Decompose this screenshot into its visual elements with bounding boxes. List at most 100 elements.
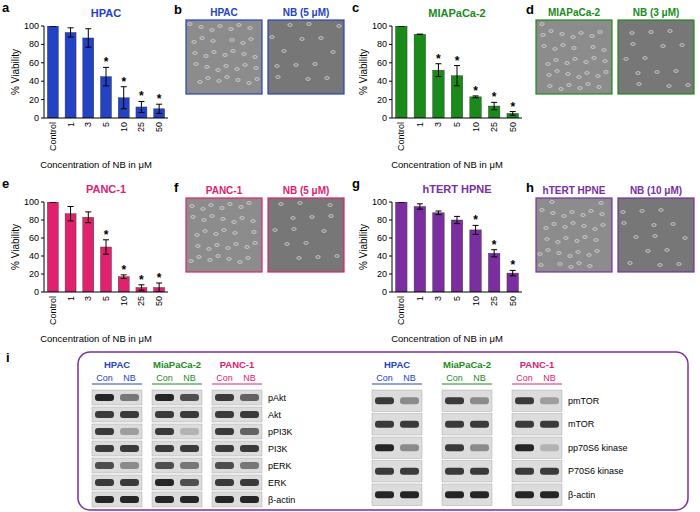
x-axis-label: Concentration of NB in μM bbox=[40, 159, 152, 170]
x-tick-label: 25 bbox=[489, 122, 499, 132]
cell-texture bbox=[565, 62, 569, 65]
band bbox=[445, 468, 464, 475]
cell-texture bbox=[335, 255, 339, 258]
band bbox=[95, 394, 114, 401]
cell-texture bbox=[555, 70, 559, 73]
band bbox=[445, 421, 464, 428]
y-tick-label: 80 bbox=[29, 215, 39, 225]
band bbox=[120, 479, 139, 486]
band bbox=[180, 428, 199, 435]
row-label: β-actin bbox=[568, 490, 595, 500]
cell-texture bbox=[209, 204, 213, 207]
cell-texture bbox=[640, 210, 644, 213]
band bbox=[155, 428, 174, 435]
micrograph bbox=[268, 20, 344, 94]
cell-texture bbox=[603, 60, 607, 63]
cell-texture bbox=[253, 242, 257, 245]
error-cap bbox=[454, 216, 460, 217]
blot-strip bbox=[92, 441, 142, 456]
y-axis bbox=[44, 26, 45, 118]
cell-texture bbox=[285, 243, 289, 246]
y-tick bbox=[41, 26, 44, 27]
bar bbox=[396, 26, 408, 118]
y-axis-label: % Viability bbox=[10, 49, 21, 95]
error-line bbox=[457, 216, 458, 223]
cell-texture bbox=[577, 262, 581, 265]
band bbox=[240, 479, 259, 486]
cell-texture bbox=[282, 50, 286, 53]
cell-texture bbox=[214, 233, 218, 236]
row-label: pmTOR bbox=[568, 396, 600, 406]
cell-texture bbox=[594, 239, 598, 242]
bar-chart: aHPAC020406080100% ViabilityControl13510… bbox=[2, 0, 168, 170]
y-axis bbox=[44, 202, 45, 292]
error-bar bbox=[398, 202, 404, 203]
marks bbox=[396, 202, 519, 292]
cell-texture bbox=[588, 265, 592, 268]
image-panel: bHPACNB (5 μM) bbox=[174, 2, 344, 94]
band bbox=[95, 445, 114, 452]
bar bbox=[65, 214, 76, 292]
band bbox=[95, 462, 114, 469]
error-cap bbox=[68, 220, 74, 221]
cell-texture bbox=[546, 249, 550, 252]
y-tick-label: 0 bbox=[34, 113, 39, 123]
cell-texture bbox=[557, 252, 561, 255]
micrograph bbox=[186, 20, 262, 94]
cell-texture bbox=[197, 256, 201, 259]
panel-label: c bbox=[352, 0, 359, 15]
error-cap bbox=[103, 254, 109, 255]
y-tick-label: 20 bbox=[29, 95, 39, 105]
cell-texture bbox=[232, 221, 236, 224]
error-cap bbox=[417, 34, 423, 35]
cell-texture bbox=[193, 52, 197, 55]
cell-texture bbox=[211, 40, 215, 43]
micrograph bbox=[268, 198, 344, 272]
row-label: β-actin bbox=[268, 495, 295, 505]
panel-label: f bbox=[174, 180, 179, 195]
cell-texture bbox=[224, 65, 228, 68]
band bbox=[375, 491, 394, 498]
band bbox=[215, 428, 234, 435]
blot-strip bbox=[92, 475, 142, 490]
cell-texture bbox=[230, 39, 234, 42]
cell-texture bbox=[547, 74, 551, 77]
band bbox=[180, 479, 199, 486]
band bbox=[515, 444, 534, 451]
x-tick-label: 10 bbox=[471, 296, 481, 306]
cell-texture bbox=[212, 51, 216, 54]
y-tick-label: 100 bbox=[24, 21, 39, 31]
cell-texture bbox=[253, 56, 257, 59]
cell-texture bbox=[297, 257, 301, 260]
cell-texture bbox=[653, 235, 657, 238]
lane-label: NB bbox=[403, 373, 416, 383]
band bbox=[155, 462, 174, 469]
cell-texture bbox=[655, 71, 659, 74]
band bbox=[120, 462, 139, 469]
blot-strip bbox=[372, 414, 422, 436]
cell-texture bbox=[540, 23, 544, 26]
y-tick-label: 0 bbox=[382, 287, 387, 297]
x-axis-label: Concentration of NB in μM bbox=[40, 333, 152, 344]
cell-texture bbox=[192, 41, 196, 44]
band bbox=[515, 468, 534, 475]
cell-texture bbox=[190, 205, 194, 208]
band bbox=[540, 444, 559, 451]
y-tick bbox=[41, 81, 44, 82]
cell-texture bbox=[238, 261, 242, 264]
error-line bbox=[106, 240, 107, 254]
cell-texture bbox=[621, 211, 625, 214]
x-axis-label: Concentration of NB in μM bbox=[391, 159, 503, 170]
cell-texture bbox=[569, 266, 573, 269]
blot-strip bbox=[372, 437, 422, 459]
y-tick bbox=[41, 238, 44, 239]
bar bbox=[507, 273, 519, 292]
blot-strip bbox=[152, 492, 202, 507]
error-cap bbox=[68, 206, 74, 207]
cell-texture bbox=[549, 30, 553, 33]
blot-strip bbox=[212, 475, 262, 490]
cell-texture bbox=[215, 244, 219, 247]
cell-texture bbox=[554, 59, 558, 62]
cell-texture bbox=[541, 34, 545, 37]
y-tick bbox=[389, 238, 392, 239]
